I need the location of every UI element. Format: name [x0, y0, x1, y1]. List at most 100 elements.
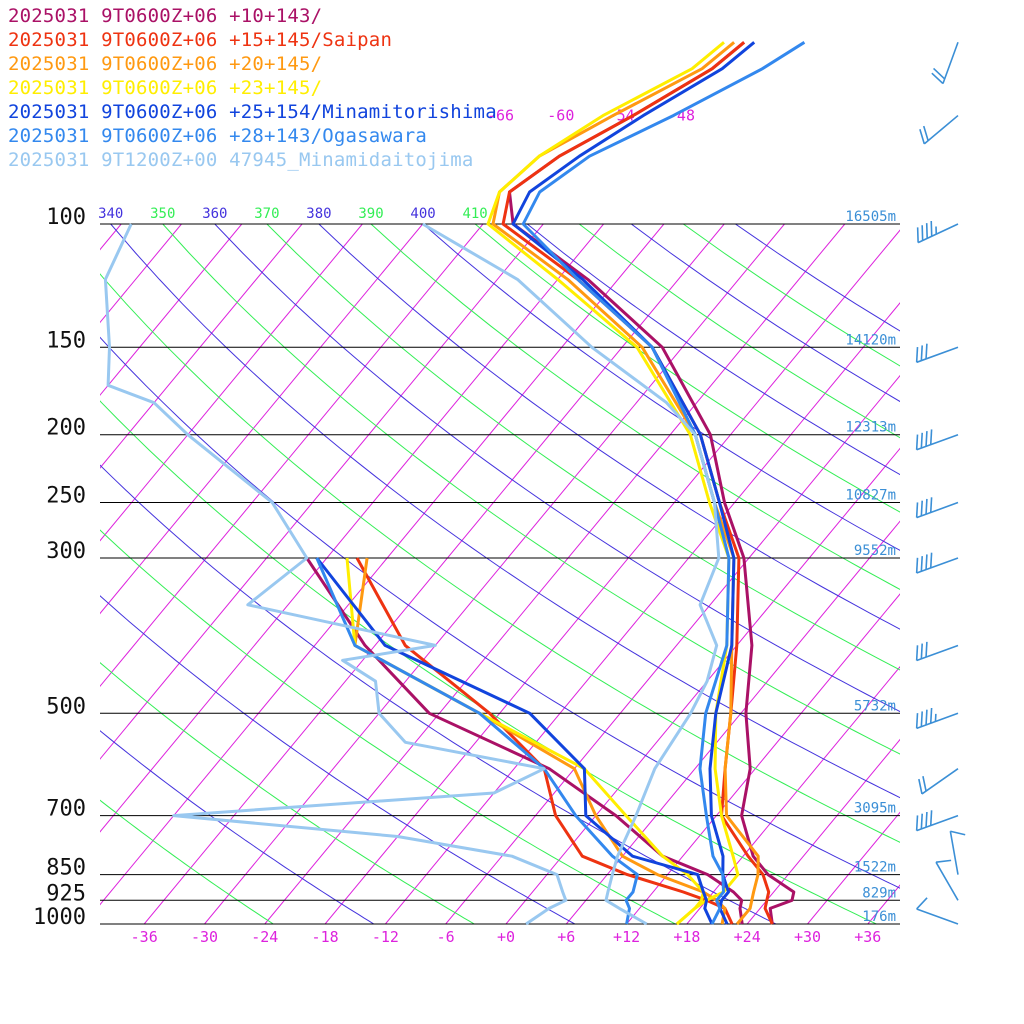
- isotherm-line: [264, 224, 846, 924]
- wind-barb: [916, 221, 959, 244]
- isotherm-line: [100, 224, 303, 469]
- dry-adiabat-460: [735, 224, 900, 332]
- dry-adiabat-260: [100, 730, 375, 924]
- temperature-line-6: [521, 41, 806, 925]
- legend-entry-3: 2025031 9T0600Z+06 +20+145/: [8, 53, 323, 75]
- temp-tick-label: -24: [251, 928, 278, 946]
- theta-label: 350: [150, 206, 175, 222]
- dry-adiabat-340: [110, 224, 900, 799]
- isotherm-line: [988, 224, 1024, 924]
- pressure-label-500: 500: [46, 694, 86, 719]
- height-label-1000: 176m: [862, 909, 896, 925]
- dry-adiabat-410: [474, 224, 900, 513]
- wind-barb: [915, 552, 959, 574]
- dry-adiabat-350: [162, 224, 900, 755]
- isotherm-line: [867, 884, 900, 924]
- legend-entry-2: 2025031 9T0600Z+06 +15+145/Saipan: [8, 29, 393, 51]
- temperature-line-5: [511, 41, 756, 925]
- wind-barb: [916, 897, 959, 925]
- axis-labels: 100 16505m 150 14120m 200 12313m 250 10827m 300 9…: [33, 107, 896, 946]
- temp-tick-label: +18: [673, 928, 700, 946]
- theta-label: 410: [462, 206, 487, 222]
- temp-tick-label: +24: [734, 928, 761, 946]
- wind-barb: [918, 768, 959, 795]
- dry-adiabat-300: [100, 464, 777, 924]
- wind-barb: [935, 859, 959, 901]
- dry-adiabat-370: [266, 224, 900, 671]
- pressure-label-200: 200: [46, 416, 86, 441]
- isotherm-line: [100, 224, 484, 688]
- isotherm-line: [100, 224, 544, 760]
- isotherm-line: [324, 229, 900, 924]
- isotherm-top-label: -66: [487, 107, 514, 125]
- temp-tick-label: +30: [794, 928, 821, 946]
- temp-tick-label: -36: [131, 928, 158, 946]
- isotherm-top-label: -60: [547, 107, 574, 125]
- background-lines: [100, 224, 1024, 924]
- pressure-label-1000: 1000: [33, 905, 86, 930]
- dewpoint-line-2: [355, 557, 734, 925]
- dry-adiabat-290: [100, 529, 677, 924]
- legend-entry-5: 2025031 9T0600Z+06 +25+154/Minamitorishi…: [8, 101, 497, 123]
- theta-label: 370: [254, 206, 279, 222]
- dry-adiabat-400: [422, 224, 900, 551]
- pressure-label-250: 250: [46, 484, 86, 509]
- temp-tick-label: +0: [497, 928, 515, 946]
- dry-adiabat-270: [100, 662, 476, 924]
- wind-barb: [949, 830, 966, 875]
- height-label-500: 5732m: [854, 698, 896, 714]
- temp-tick-label: +6: [557, 928, 575, 946]
- dry-adiabat-330: [100, 273, 900, 843]
- dewpoint-line-5: [315, 557, 714, 925]
- pressure-label-150: 150: [46, 328, 86, 353]
- isotherm-line: [445, 374, 900, 924]
- dry-adiabat-360: [214, 224, 900, 713]
- pressure-label-925: 925: [46, 881, 86, 906]
- isotherm-top-label: -48: [668, 107, 695, 125]
- wind-barb: [915, 810, 959, 832]
- theta-label: 360: [202, 206, 227, 222]
- temp-tick-label: +12: [613, 928, 640, 946]
- dewpoint-line-7: [103, 223, 568, 926]
- dry-adiabat-380: [318, 224, 900, 630]
- temp-tick-label: -6: [437, 928, 455, 946]
- temp-tick-label: -30: [191, 928, 218, 946]
- theta-label: 390: [358, 206, 383, 222]
- temp-tick-label: -18: [312, 928, 339, 946]
- height-label-925: 829m: [862, 885, 896, 901]
- wind-barbs: [915, 41, 966, 925]
- legend-entry-4: 2025031 9T0600Z+06 +23+145/: [8, 77, 323, 99]
- legend: 2025031 9T0600Z+06 +10+143/ 2025031 9T06…: [8, 4, 497, 172]
- temperature-line-7: [421, 222, 721, 926]
- dry-adiabat-320: [100, 336, 900, 889]
- theta-label: 340: [98, 206, 123, 222]
- height-label-700: 3095m: [854, 801, 896, 817]
- isotherm-line: [686, 666, 900, 924]
- height-label-100: 16505m: [845, 209, 896, 225]
- isotherm-line: [928, 224, 1024, 924]
- height-label-850: 1522m: [854, 860, 896, 876]
- isotherm-line: [100, 224, 424, 615]
- wind-barb: [931, 41, 959, 85]
- legend-entry-1: 2025031 9T0600Z+06 +10+143/: [8, 5, 323, 27]
- height-label-150: 14120m: [845, 332, 896, 348]
- temp-tick-label: -12: [372, 928, 399, 946]
- isotherm-line: [100, 224, 363, 542]
- wind-barb: [915, 707, 959, 730]
- isotherm-line: [143, 224, 725, 924]
- dry-adiabat-440: [631, 224, 900, 403]
- height-label-300: 9552m: [854, 543, 896, 559]
- wind-barb: [915, 429, 959, 451]
- wind-barb: [915, 497, 959, 519]
- pressure-label-700: 700: [46, 797, 86, 822]
- height-label-200: 12313m: [845, 420, 896, 436]
- isotherm-line: [385, 302, 900, 924]
- pressure-label-300: 300: [46, 539, 86, 564]
- pressure-label-850: 850: [46, 856, 86, 881]
- temp-tick-label: +36: [854, 928, 881, 946]
- dewpoint-line-6: [315, 557, 639, 925]
- isotherm-line: [100, 224, 243, 396]
- theta-label: 400: [410, 206, 435, 222]
- temperature-line-4: [486, 41, 740, 926]
